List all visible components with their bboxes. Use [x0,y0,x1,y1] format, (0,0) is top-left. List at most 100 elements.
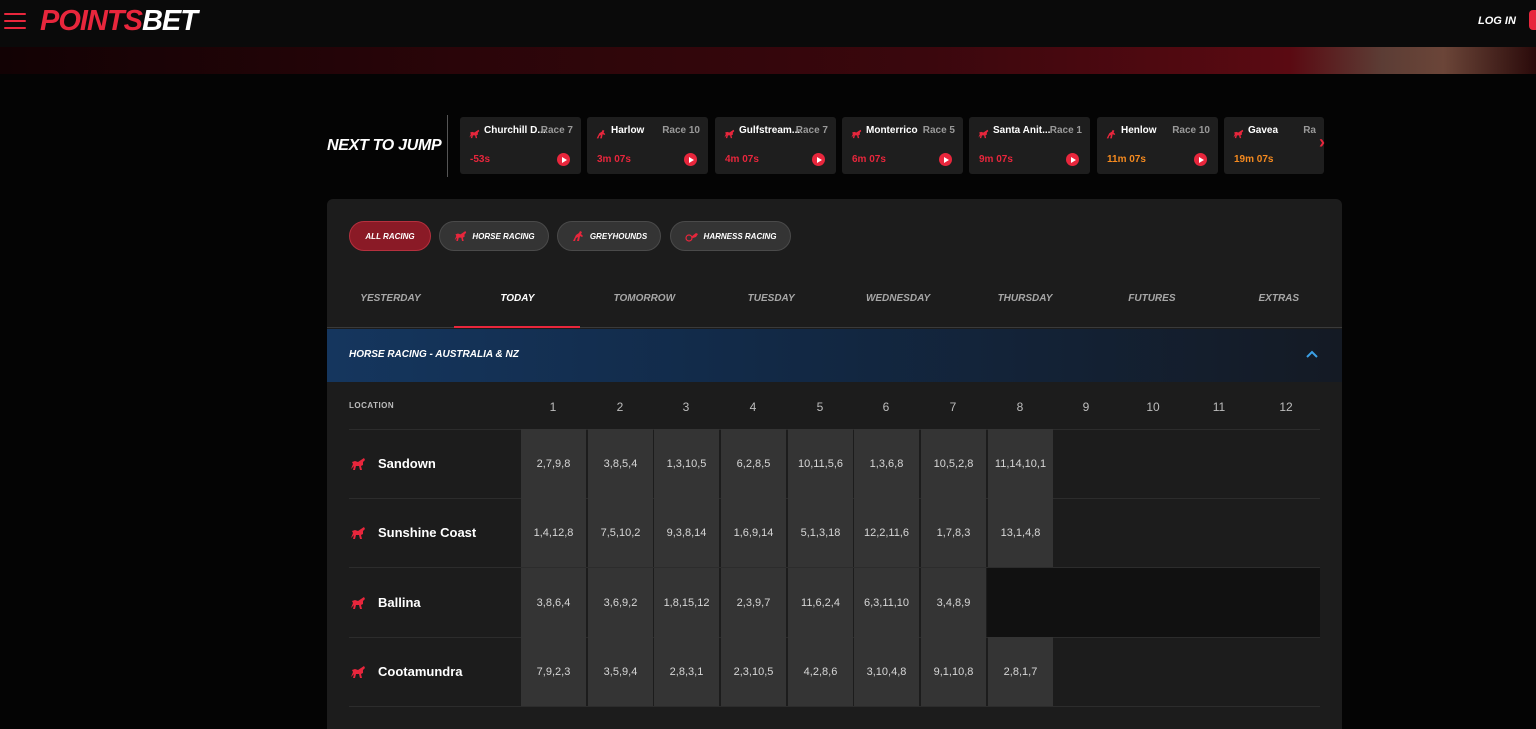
card-race-number: Race 7 [795,125,828,136]
play-icon[interactable] [1194,153,1207,166]
next-to-jump-card[interactable]: Monterrico Race 5 6m 07s [842,117,963,174]
race-result-cell[interactable]: 1,3,6,8 [854,429,919,498]
filter-pill-greyhounds[interactable]: GREYHOUNDS [557,221,661,251]
card-countdown: 3m 07s [597,154,631,165]
race-result-cell[interactable]: 3,4,8,9 [921,568,986,637]
race-result-cell[interactable]: 1,7,8,3 [921,498,986,567]
race-result-cell[interactable]: 5,1,3,18 [788,498,853,567]
promo-banner[interactable] [0,47,1536,74]
hamburger-menu-icon[interactable] [4,13,26,29]
race-result-cell[interactable]: 2,8,1,7 [988,637,1053,706]
active-tab-underline [454,326,580,328]
login-button[interactable]: LOG IN [1478,15,1516,27]
race-result-cell[interactable]: 9,3,8,14 [654,498,719,567]
join-button-edge[interactable] [1529,10,1536,30]
horse-icon [455,231,467,241]
horse-icon [1233,129,1244,139]
play-icon[interactable] [557,153,570,166]
filter-pill-label: HORSE RACING [472,231,535,241]
race-result-cell[interactable]: 10,5,2,8 [921,429,986,498]
pointsbet-logo[interactable]: POINTSBET [40,5,198,37]
race-result-cell[interactable]: 4,2,8,6 [788,637,853,706]
race-result-cell[interactable]: 13,1,4,8 [988,498,1053,567]
race-result-cell[interactable]: 7,5,10,2 [588,498,653,567]
section-title: HORSE RACING - AUSTRALIA & NZ [349,349,519,360]
race-result-cell[interactable]: 3,8,5,4 [588,429,653,498]
chevron-right-icon[interactable]: › [1319,132,1325,152]
tab-tuesday[interactable]: TUESDAY [747,293,795,304]
play-icon[interactable] [812,153,825,166]
tab-wednesday[interactable]: WEDNESDAY [865,293,931,304]
race-result-cell[interactable]: 1,4,12,8 [521,498,586,567]
card-venue-name: Harlow [611,125,645,136]
card-countdown: 9m 07s [979,154,1013,165]
race-result-cell[interactable]: 11,6,2,4 [788,568,853,637]
tab-thursday[interactable]: THURSDAY [997,293,1053,304]
race-result-cell[interactable]: 1,6,9,14 [721,498,786,567]
card-race-number: Race 10 [1172,125,1210,136]
divider [447,115,448,177]
race-result-cell[interactable]: 3,5,9,4 [588,637,653,706]
racing-panel: ALL RACING HORSE RACING GREYHOUNDS HARNESS … [327,199,1342,729]
race-number-header: 1 [549,400,557,414]
play-icon[interactable] [684,153,697,166]
race-result-cell[interactable]: 3,8,6,4 [521,568,586,637]
horse-icon [851,129,862,139]
play-icon[interactable] [1066,153,1079,166]
horse-icon [469,129,480,139]
card-venue-name: Gavea [1248,125,1279,136]
venue-link[interactable]: Cootamundra [349,637,463,706]
race-number-header: 4 [749,400,757,414]
filter-pill-all-racing[interactable]: ALL RACING [349,221,431,251]
race-number-header: 7 [949,400,957,414]
race-result-cell[interactable]: 9,1,10,8 [921,637,986,706]
next-to-jump-card[interactable]: Churchill D... Race 7 -53s [460,117,581,174]
next-to-jump-card[interactable]: Gavea Ra 19m 07s [1224,117,1324,174]
race-result-cell[interactable]: 6,3,11,10 [854,568,919,637]
horse-icon [978,129,989,139]
race-result-cell[interactable]: 6,2,8,5 [721,429,786,498]
horse-icon [351,665,365,678]
venue-name: Ballina [378,595,421,610]
race-result-cell[interactable]: 2,7,9,8 [521,429,586,498]
filter-pill-horse-racing[interactable]: HORSE RACING [439,221,549,251]
race-result-cell[interactable]: 2,8,3,1 [654,637,719,706]
card-venue-name: Churchill D... [484,125,546,136]
race-number-header: 10 [1146,400,1160,414]
race-result-cell[interactable]: 12,2,11,6 [854,498,919,567]
harness-icon [684,233,698,242]
play-icon[interactable] [939,153,952,166]
race-result-cell[interactable]: 11,14,10,1 [988,429,1053,498]
filter-pill-label: HARNESS RACING [703,231,777,241]
next-to-jump-title: NEXT TO JUMP [327,137,442,154]
next-to-jump-card[interactable]: Gulfstream... Race 7 4m 07s [715,117,836,174]
tab-today[interactable]: TODAY [500,293,535,304]
race-result-cell[interactable]: 3,10,4,8 [854,637,919,706]
tab-yesterday[interactable]: YESTERDAY [360,293,421,304]
race-result-cell[interactable]: 10,11,5,6 [788,429,853,498]
filter-pill-harness-racing[interactable]: HARNESS RACING [670,221,791,251]
race-result-cell[interactable]: 1,8,15,12 [654,568,719,637]
card-race-number: Race 1 [1049,125,1082,136]
race-result-cell[interactable]: 2,3,10,5 [721,637,786,706]
race-number-header: 5 [816,400,824,414]
tab-extras[interactable]: EXTRAS [1258,293,1300,304]
chevron-up-icon[interactable] [1306,348,1318,360]
next-to-jump-card[interactable]: Harlow Race 10 3m 07s [587,117,708,174]
venue-link[interactable]: Ballina [349,568,421,637]
venue-link[interactable]: Sandown [349,429,436,498]
next-to-jump-card[interactable]: Henlow Race 10 11m 07s [1097,117,1218,174]
card-venue-name: Monterrico [866,125,918,136]
section-header[interactable]: HORSE RACING - AUSTRALIA & NZ [327,329,1342,382]
race-number-header: 11 [1212,400,1226,414]
tab-tomorrow[interactable]: TOMORROW [613,293,676,304]
race-result-cell[interactable]: 2,3,9,7 [721,568,786,637]
horse-icon [351,596,365,609]
race-result-cell[interactable]: 7,9,2,3 [521,637,586,706]
venue-link[interactable]: Sunshine Coast [349,498,476,567]
tab-futures[interactable]: FUTURES [1128,293,1176,304]
next-to-jump-card[interactable]: Santa Anit... Race 1 9m 07s [969,117,1090,174]
empty-race-cell [987,568,1320,637]
race-result-cell[interactable]: 3,6,9,2 [588,568,653,637]
race-result-cell[interactable]: 1,3,10,5 [654,429,719,498]
